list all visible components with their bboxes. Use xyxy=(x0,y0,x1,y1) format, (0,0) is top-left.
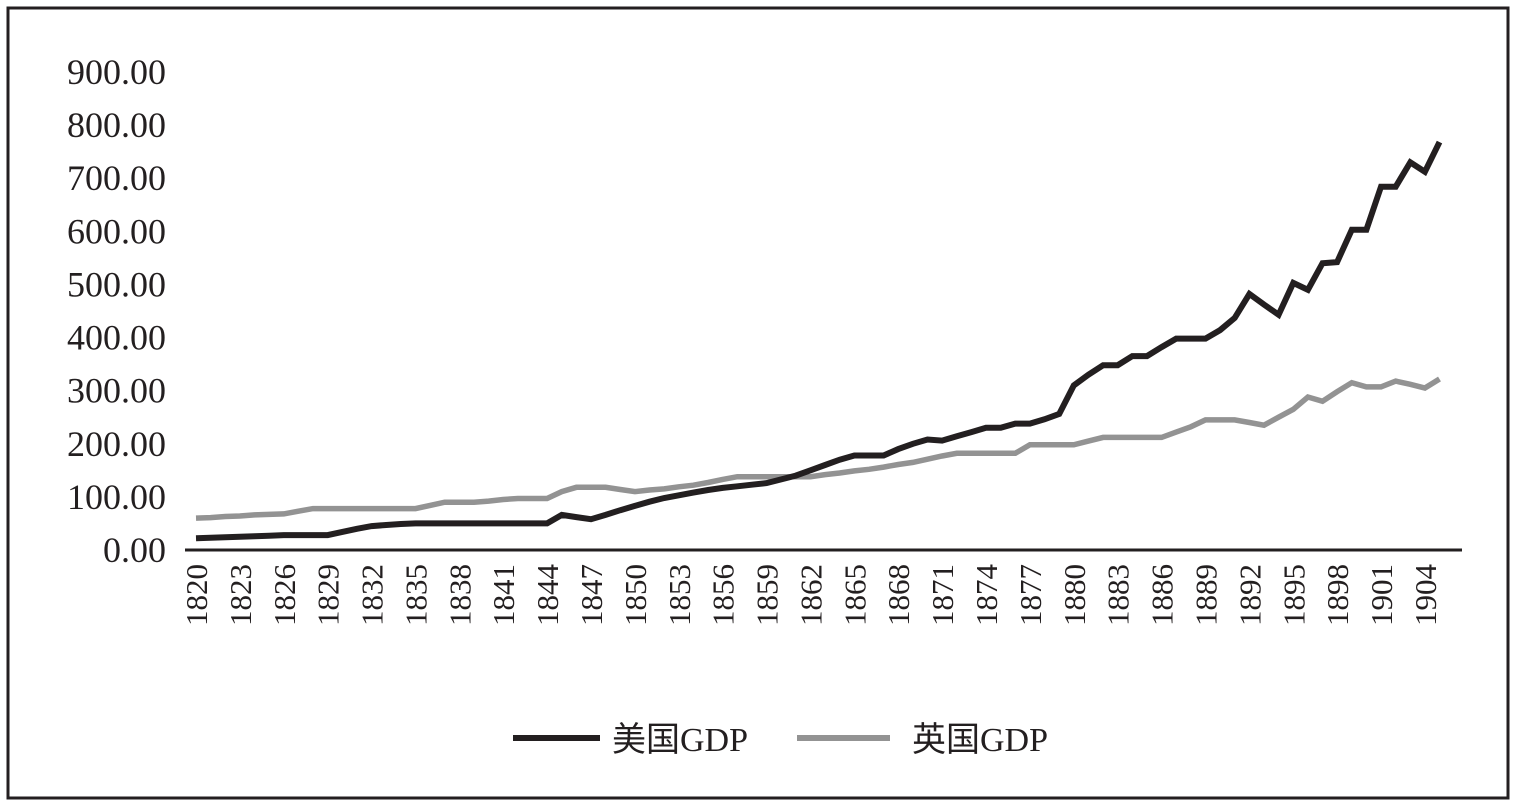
x-tick-label: 1868 xyxy=(881,564,916,626)
x-axis-ticks: 1820 1823 1826 1829 1832 1835 1838 1841 1844 1847… xyxy=(179,564,1443,627)
series-line-us-gdp xyxy=(195,140,1443,542)
x-tick-label: 1898 xyxy=(1320,564,1355,626)
x-tick-label: 1832 xyxy=(355,564,390,626)
x-tick-label: 1901 xyxy=(1364,564,1399,626)
x-tick-label: 1838 xyxy=(442,564,477,626)
x-tick-label: 1859 xyxy=(750,564,785,626)
y-tick-label: 600.00 xyxy=(67,211,166,251)
x-tick-label: 1850 xyxy=(618,564,653,626)
x-tick-label: 1847 xyxy=(574,564,609,626)
x-tick-label: 1841 xyxy=(486,564,521,626)
y-tick-label: 200.00 xyxy=(67,424,166,464)
y-tick-label: 400.00 xyxy=(67,318,166,358)
x-tick-label: 1820 xyxy=(179,564,214,626)
x-tick-label: 1823 xyxy=(223,564,258,626)
x-tick-label: 1889 xyxy=(1188,564,1223,626)
x-tick-label: 1892 xyxy=(1232,564,1267,626)
x-tick-label: 1871 xyxy=(925,564,960,626)
x-tick-label: 1904 xyxy=(1408,564,1443,627)
y-tick-label: 500.00 xyxy=(67,264,166,304)
legend: 美国GDP 英国GDP xyxy=(513,721,1048,759)
y-tick-label: 100.00 xyxy=(67,477,166,517)
y-tick-label: 800.00 xyxy=(67,105,166,145)
x-tick-label: 1883 xyxy=(1101,564,1136,626)
x-tick-label: 1856 xyxy=(706,564,741,626)
x-tick-label: 1886 xyxy=(1145,564,1180,626)
x-tick-label: 1874 xyxy=(969,564,1004,627)
x-tick-label: 1835 xyxy=(398,564,433,626)
x-tick-label: 1853 xyxy=(662,564,697,626)
y-tick-label: 0.00 xyxy=(103,530,166,570)
x-tick-label: 1877 xyxy=(1013,564,1048,626)
y-axis-ticks: 0.00 100.00 200.00 300.00 400.00 500.00 600.00… xyxy=(67,52,166,570)
x-tick-label: 1862 xyxy=(793,564,828,626)
chart-frame xyxy=(6,6,1510,800)
y-tick-label: 300.00 xyxy=(67,371,166,411)
x-tick-label: 1895 xyxy=(1276,564,1311,626)
x-tick-label: 1826 xyxy=(267,564,302,626)
x-tick-label: 1829 xyxy=(311,564,346,626)
y-tick-label: 900.00 xyxy=(67,52,166,92)
x-tick-label: 1880 xyxy=(1057,564,1092,626)
legend-label-us: 美国GDP xyxy=(612,721,748,759)
legend-label-uk: 英国GDP xyxy=(912,721,1048,759)
series-line-uk-gdp xyxy=(195,376,1441,521)
y-tick-label: 700.00 xyxy=(67,158,166,198)
series-lines xyxy=(195,140,1443,542)
x-tick-label: 1865 xyxy=(837,564,872,626)
x-tick-label: 1844 xyxy=(530,564,565,627)
